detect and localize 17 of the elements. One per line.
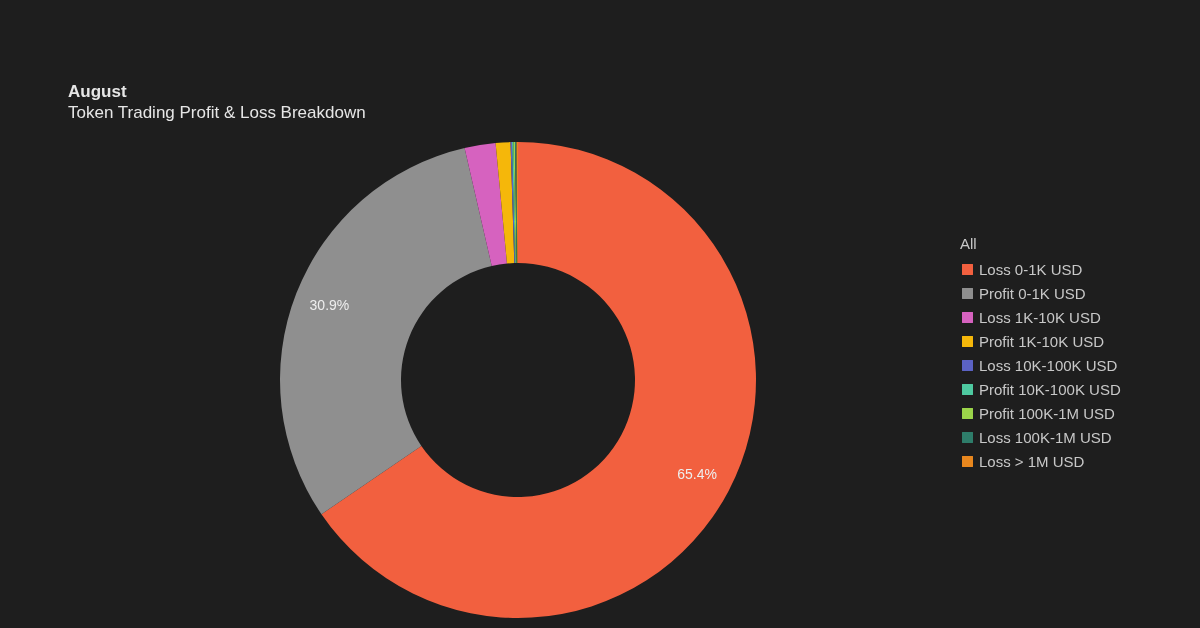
- donut-slice: [495, 142, 515, 264]
- legend-label: Loss > 1M USD: [979, 452, 1085, 470]
- data-label: 65.4%: [677, 465, 717, 482]
- legend-label: Loss 10K-100K USD: [979, 356, 1118, 374]
- legend-label: Loss 1K-10K USD: [979, 308, 1101, 326]
- donut-slice: [464, 143, 507, 266]
- legend-label: Loss 100K-1M USD: [979, 428, 1112, 446]
- data-label: 30.9%: [309, 297, 350, 314]
- legend-label: Profit 10K-100K USD: [979, 380, 1121, 398]
- text: August: [68, 82, 127, 101]
- chart-subtitle: Token Trading Profit & Loss Breakdown: [68, 103, 366, 122]
- legend-label: Profit 0-1K USD: [979, 284, 1086, 302]
- legend-label: Loss 0-1K USD: [979, 260, 1083, 278]
- donut-slice: [280, 148, 492, 515]
- legend-title: All: [960, 235, 977, 252]
- legend-label: Profit 100K-1M USD: [979, 404, 1116, 422]
- legend-label: Profit 1K-10K USD: [979, 332, 1105, 350]
